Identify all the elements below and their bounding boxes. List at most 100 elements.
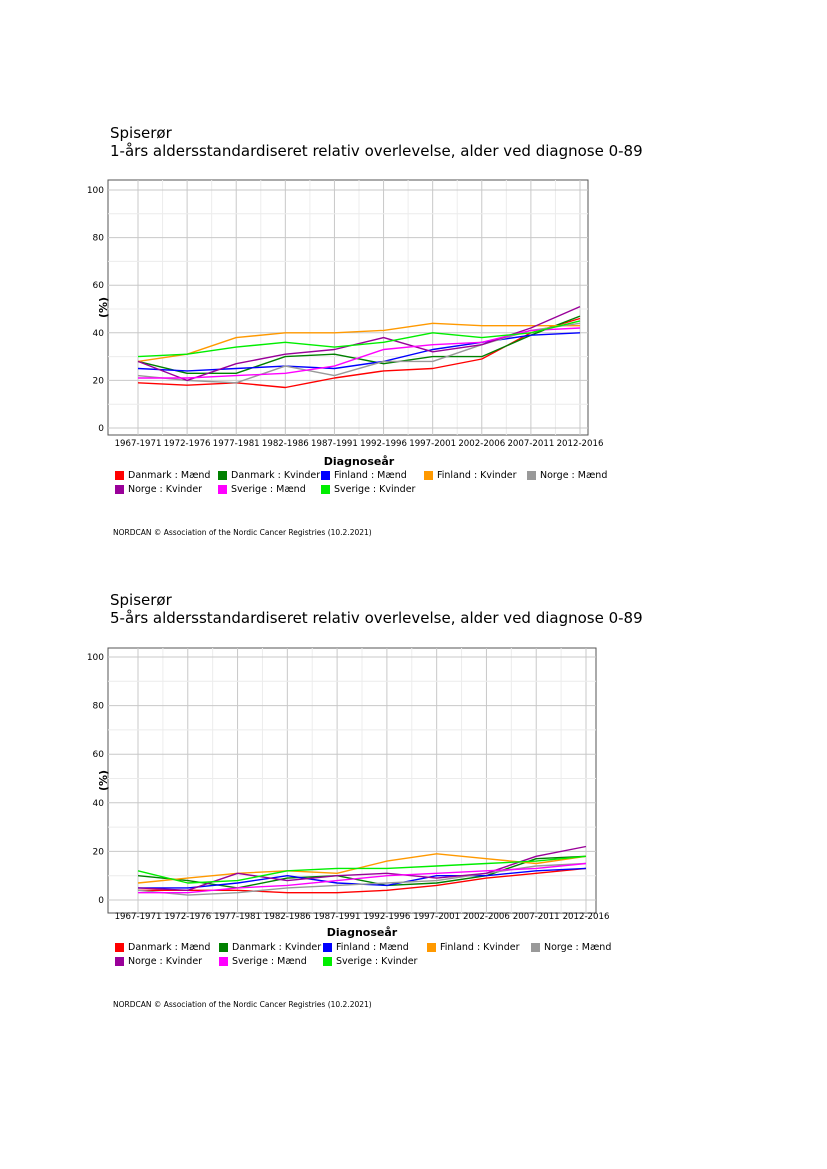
x-tick-label: 2012-2016 [557,439,604,449]
legend-swatch [115,471,124,480]
x-tick-label: 1977-1981 [213,439,260,449]
x-axis-label: Diagnoseår [324,455,395,468]
y-tick-label: 20 [93,376,105,386]
legend-item: Norge : Mænd [527,470,607,481]
legend-label: Sverige : Mænd [232,956,307,967]
y-tick-label: 60 [93,281,105,291]
series-line [137,315,581,374]
y-tick-label: 0 [98,896,104,906]
legend-swatch [321,485,330,494]
x-tick-label: 1977-1981 [214,912,261,922]
y-axis-label: (%) [97,297,110,318]
legend-item: Danmark : Mænd [115,942,210,953]
legend-label: Finland : Kvinder [440,942,520,953]
x-tick-label: 2002-2006 [463,912,510,922]
legend-item: Sverige : Mænd [218,484,306,495]
legend-item: Danmark : Mænd [115,470,210,481]
chart-title: Spiserør [110,591,172,609]
legend-item: Sverige : Kvinder [321,484,415,495]
series-line [138,862,587,894]
series-line [137,855,587,889]
legend-swatch [115,943,124,952]
series-line [137,855,587,884]
legend-swatch [531,943,540,952]
legend-label: Sverige : Mænd [231,484,306,495]
y-tick-label: 100 [87,653,104,663]
x-tick-label: 1992-1996 [360,439,407,449]
plot-frame [107,179,589,436]
legend-swatch [527,471,536,480]
x-tick-label: 1982-1986 [264,912,311,922]
x-tick-label: 1967-1971 [115,439,162,449]
chart-subtitle: 1-års aldersstandardiseret relativ overl… [110,142,643,160]
x-tick-label: 1987-1991 [311,439,358,449]
x-tick-label: 1967-1971 [115,912,162,922]
legend-swatch [427,943,436,952]
y-tick-label: 40 [93,799,105,809]
series-line [137,322,580,363]
plot-frame [107,647,597,914]
legend-label: Sverige : Kvinder [334,484,416,495]
legend-item: Finland : Mænd [323,942,409,953]
series-line [137,853,587,884]
x-tick-label: 1982-1986 [262,439,309,449]
legend-swatch [219,957,228,966]
legend-label: Danmark : Mænd [128,942,211,953]
chart-footer: NORDCAN © Association of the Nordic Canc… [113,1000,372,1009]
legend-swatch [323,957,332,966]
y-tick-label: 0 [98,424,104,434]
legend-label: Finland : Mænd [336,942,409,953]
legend-item: Norge : Mænd [531,942,611,953]
chart-title-block: Spiserør 5-års aldersstandardiseret rela… [110,591,643,627]
legend-swatch [115,957,124,966]
legend-label: Finland : Kvinder [437,470,517,481]
legend-swatch [424,471,433,480]
chart-title: Spiserør [110,124,172,142]
legend-item: Sverige : Kvinder [323,956,417,967]
legend-label: Norge : Mænd [540,470,608,481]
legend-item: Norge : Kvinder [115,956,202,967]
x-tick-label: 2012-2016 [563,912,610,922]
x-tick-label: 1992-1996 [363,912,410,922]
y-tick-label: 80 [93,702,105,712]
chart-footer: NORDCAN © Association of the Nordic Canc… [113,528,372,537]
legend-item: Norge : Kvinder [115,484,202,495]
chart-title-block: Spiserør 1-års aldersstandardiseret rela… [110,124,643,160]
x-tick-label: 1997-2001 [413,912,460,922]
series-line [137,320,581,358]
legend-label: Finland : Mænd [334,470,407,481]
legend-swatch [219,943,228,952]
x-tick-label: 1987-1991 [314,912,361,922]
x-axis-label: Diagnoseår [327,926,398,939]
series-line [137,322,581,384]
chart-subtitle: 5-års aldersstandardiseret relativ overl… [110,609,643,627]
legend-label: Danmark : Kvinder [231,470,321,481]
x-tick-label: 1997-2001 [409,439,456,449]
legend-label: Danmark : Kvinder [232,942,322,953]
legend-item: Finland : Kvinder [424,470,516,481]
y-tick-label: 100 [87,186,104,196]
legend-item: Sverige : Mænd [219,956,307,967]
legend-item: Finland : Mænd [321,470,407,481]
legend-label: Norge : Kvinder [128,956,203,967]
x-tick-label: 2007-2011 [513,912,560,922]
legend-label: Norge : Mænd [544,942,612,953]
legend-swatch [321,471,330,480]
series-line [138,327,581,379]
y-axis-label: (%) [97,770,110,791]
legend-item: Danmark : Kvinder [218,470,320,481]
x-tick-label: 1972-1976 [164,912,211,922]
x-tick-label: 1972-1976 [164,439,211,449]
legend-swatch [115,485,124,494]
series-line [137,332,581,372]
legend-item: Finland : Kvinder [427,942,519,953]
x-tick-label: 2007-2011 [507,439,554,449]
legend-label: Danmark : Mænd [128,470,211,481]
legend-item: Danmark : Kvinder [219,942,321,953]
legend-label: Norge : Kvinder [128,484,203,495]
legend-swatch [218,485,227,494]
legend-swatch [218,471,227,480]
y-tick-label: 60 [93,750,105,760]
